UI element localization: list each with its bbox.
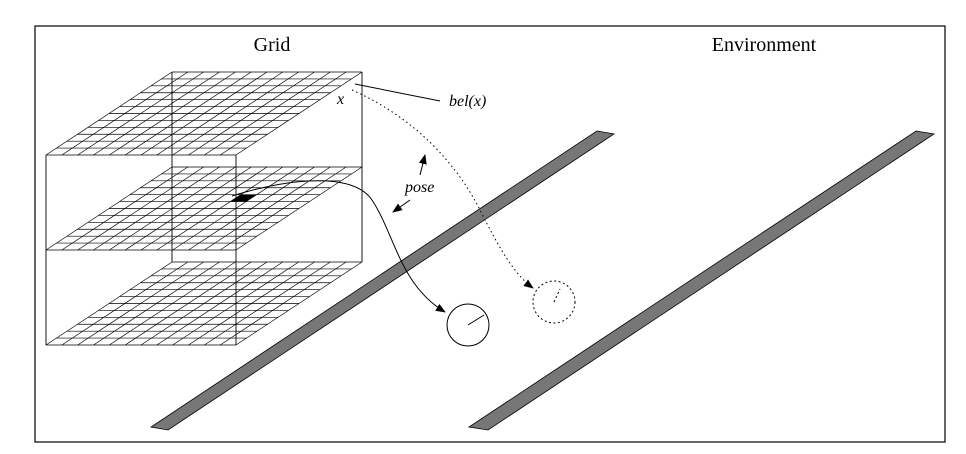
robot-actual <box>446 303 490 347</box>
wall-left-panel <box>149 130 616 431</box>
grid-line <box>219 71 347 156</box>
pose-arrow-solid <box>231 180 446 313</box>
pose-arrow-down <box>392 199 411 213</box>
bel-pointer-line <box>354 83 441 102</box>
grid-title: Grid <box>254 34 291 56</box>
bel-label: bel(x) <box>449 93 486 110</box>
pose-label: pose <box>404 179 434 196</box>
highlighted-cell <box>230 194 257 202</box>
grid-line <box>235 166 363 251</box>
pose-arrow-dotted <box>351 89 534 289</box>
grid-line <box>219 261 347 346</box>
robot-estimate <box>532 280 576 324</box>
grid-line <box>204 261 331 346</box>
outer-frame <box>34 25 946 443</box>
x-label: x <box>336 91 344 108</box>
grid-line <box>235 261 363 346</box>
grid-layer-1 <box>45 71 363 156</box>
grid-layer-2 <box>45 166 363 251</box>
grid-line <box>235 71 363 156</box>
environment-title: Environment <box>712 34 817 56</box>
wall-right-panel <box>467 130 936 431</box>
belief-grid <box>45 71 363 346</box>
pose-arrow-up <box>418 154 427 176</box>
grid-line <box>204 71 331 156</box>
